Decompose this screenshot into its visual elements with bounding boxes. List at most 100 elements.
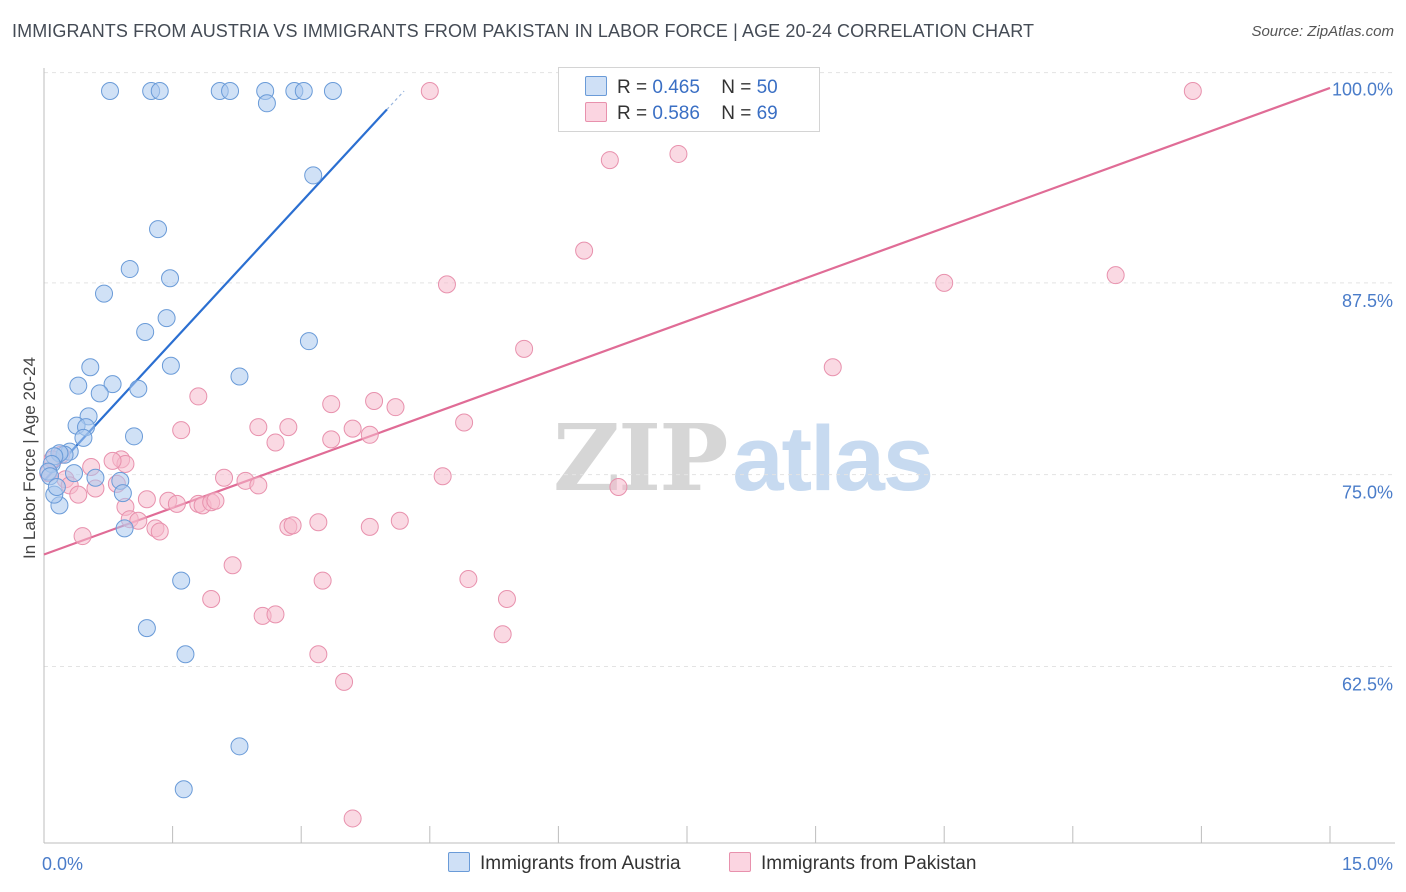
pakistan-point	[420, 82, 439, 101]
pakistan-points	[39, 82, 1202, 828]
pakistan-point	[206, 491, 225, 510]
axes	[43, 68, 1395, 844]
pakistan-point	[266, 605, 285, 624]
legend-r-value: 0.465	[652, 77, 700, 98]
pakistan-point	[1183, 82, 1202, 101]
austria-point	[101, 82, 120, 101]
pakistan-point	[343, 809, 362, 828]
pakistan-point	[386, 398, 405, 417]
legend-r-value: 0.586	[652, 103, 700, 124]
austria-point	[257, 94, 276, 113]
pakistan-point	[575, 241, 594, 260]
legend-r-label: R =	[617, 77, 648, 98]
pakistan-point	[150, 522, 169, 541]
pakistan-point	[73, 527, 92, 546]
legend-r-label: R =	[617, 103, 648, 124]
austria-point	[47, 477, 66, 496]
pakistan-point	[266, 433, 285, 452]
legend-row-pakistan: R = 0.586 N = 69	[585, 102, 778, 126]
pakistan-point	[322, 430, 341, 449]
austria-point	[221, 82, 240, 101]
pakistan-point	[437, 275, 456, 294]
watermark-atlas: atlas	[732, 408, 934, 510]
austria-point	[81, 358, 100, 377]
austria-point	[304, 166, 323, 185]
pakistan-point	[137, 490, 156, 509]
pakistan-point	[202, 589, 221, 608]
y-axis-label: In Labor Force | Age 20-24	[20, 357, 39, 559]
austria-point	[86, 468, 105, 487]
pakistan-point	[103, 451, 122, 470]
series-legend-label: Immigrants from Pakistan	[761, 853, 977, 874]
pakistan-point	[215, 468, 234, 487]
austria-point	[115, 519, 134, 538]
pakistan-point	[493, 625, 512, 644]
pakistan-point	[433, 467, 452, 486]
grid-lines	[44, 72, 1395, 668]
x-tick-label: 0.0%	[42, 854, 83, 874]
austria-point	[294, 82, 313, 101]
pakistan-point	[189, 387, 208, 406]
austria-point	[172, 571, 191, 590]
austria-point	[230, 367, 249, 386]
pakistan-point	[129, 511, 148, 530]
y-tick-label: 75.0%	[1342, 483, 1393, 503]
austria-point	[157, 309, 176, 328]
pakistan-point	[172, 421, 191, 440]
axis-labels: 62.5% 75.0% 87.5% 100.0% 0.0% 15.0% In Labor F…	[20, 80, 1393, 874]
y-tick-label: 62.5%	[1342, 675, 1393, 695]
austria-point	[120, 260, 139, 279]
series-legend: Immigrants from Austria Immigrants from …	[0, 852, 1406, 878]
pakistan-point	[343, 419, 362, 438]
pakistan-point	[360, 517, 379, 536]
austria-point	[136, 322, 155, 341]
austria-point	[69, 376, 88, 395]
pakistan-point	[515, 339, 534, 358]
y-tick-label: 100.0%	[1332, 80, 1393, 100]
austria-point	[161, 356, 180, 375]
pakistan-point	[669, 144, 688, 163]
austria-point	[323, 82, 342, 101]
pakistan-trend-line	[43, 86, 1331, 556]
pakistan-point	[249, 418, 268, 437]
legend-n-value: 50	[756, 77, 778, 98]
austria-point	[95, 284, 114, 303]
pakistan-point	[609, 477, 628, 496]
pakistan-point	[309, 645, 328, 664]
series-legend-pakistan: Immigrants from Pakistan	[729, 852, 976, 875]
pakistan-point	[459, 570, 478, 589]
pakistan-point	[935, 273, 954, 292]
correlation-legend: R = 0.465 N = 50 R = 0.586 N = 69	[558, 67, 820, 132]
austria-point	[150, 82, 169, 101]
pakistan-point	[390, 511, 409, 530]
austria-point	[65, 464, 84, 483]
pakistan-point	[249, 476, 268, 495]
pakistan-point	[309, 513, 328, 532]
austria-point	[230, 737, 249, 756]
pakistan-point	[223, 556, 242, 575]
austria-trend-extension	[386, 90, 405, 110]
series-swatch-pakistan	[729, 852, 751, 872]
series-swatch-austria	[448, 852, 470, 872]
legend-n-label: N =	[721, 77, 752, 98]
pakistan-point	[823, 358, 842, 377]
legend-n-label: N =	[721, 103, 752, 124]
austria-point	[137, 619, 156, 638]
austria-point	[129, 379, 148, 398]
austria-point	[74, 428, 93, 447]
pakistan-point	[69, 485, 88, 504]
austria-point	[149, 220, 168, 239]
pakistan-point	[600, 151, 619, 170]
pakistan-point	[313, 571, 332, 590]
y-tick-label: 87.5%	[1342, 291, 1393, 311]
austria-point	[103, 375, 122, 394]
series-legend-label: Immigrants from Austria	[480, 853, 681, 874]
pakistan-point	[365, 392, 384, 411]
austria-point	[113, 484, 132, 503]
austria-point	[299, 332, 318, 351]
pakistan-point	[279, 418, 298, 437]
austria-point	[125, 427, 144, 446]
watermark: ZIPatlas	[553, 404, 934, 512]
pakistan-point	[322, 395, 341, 414]
